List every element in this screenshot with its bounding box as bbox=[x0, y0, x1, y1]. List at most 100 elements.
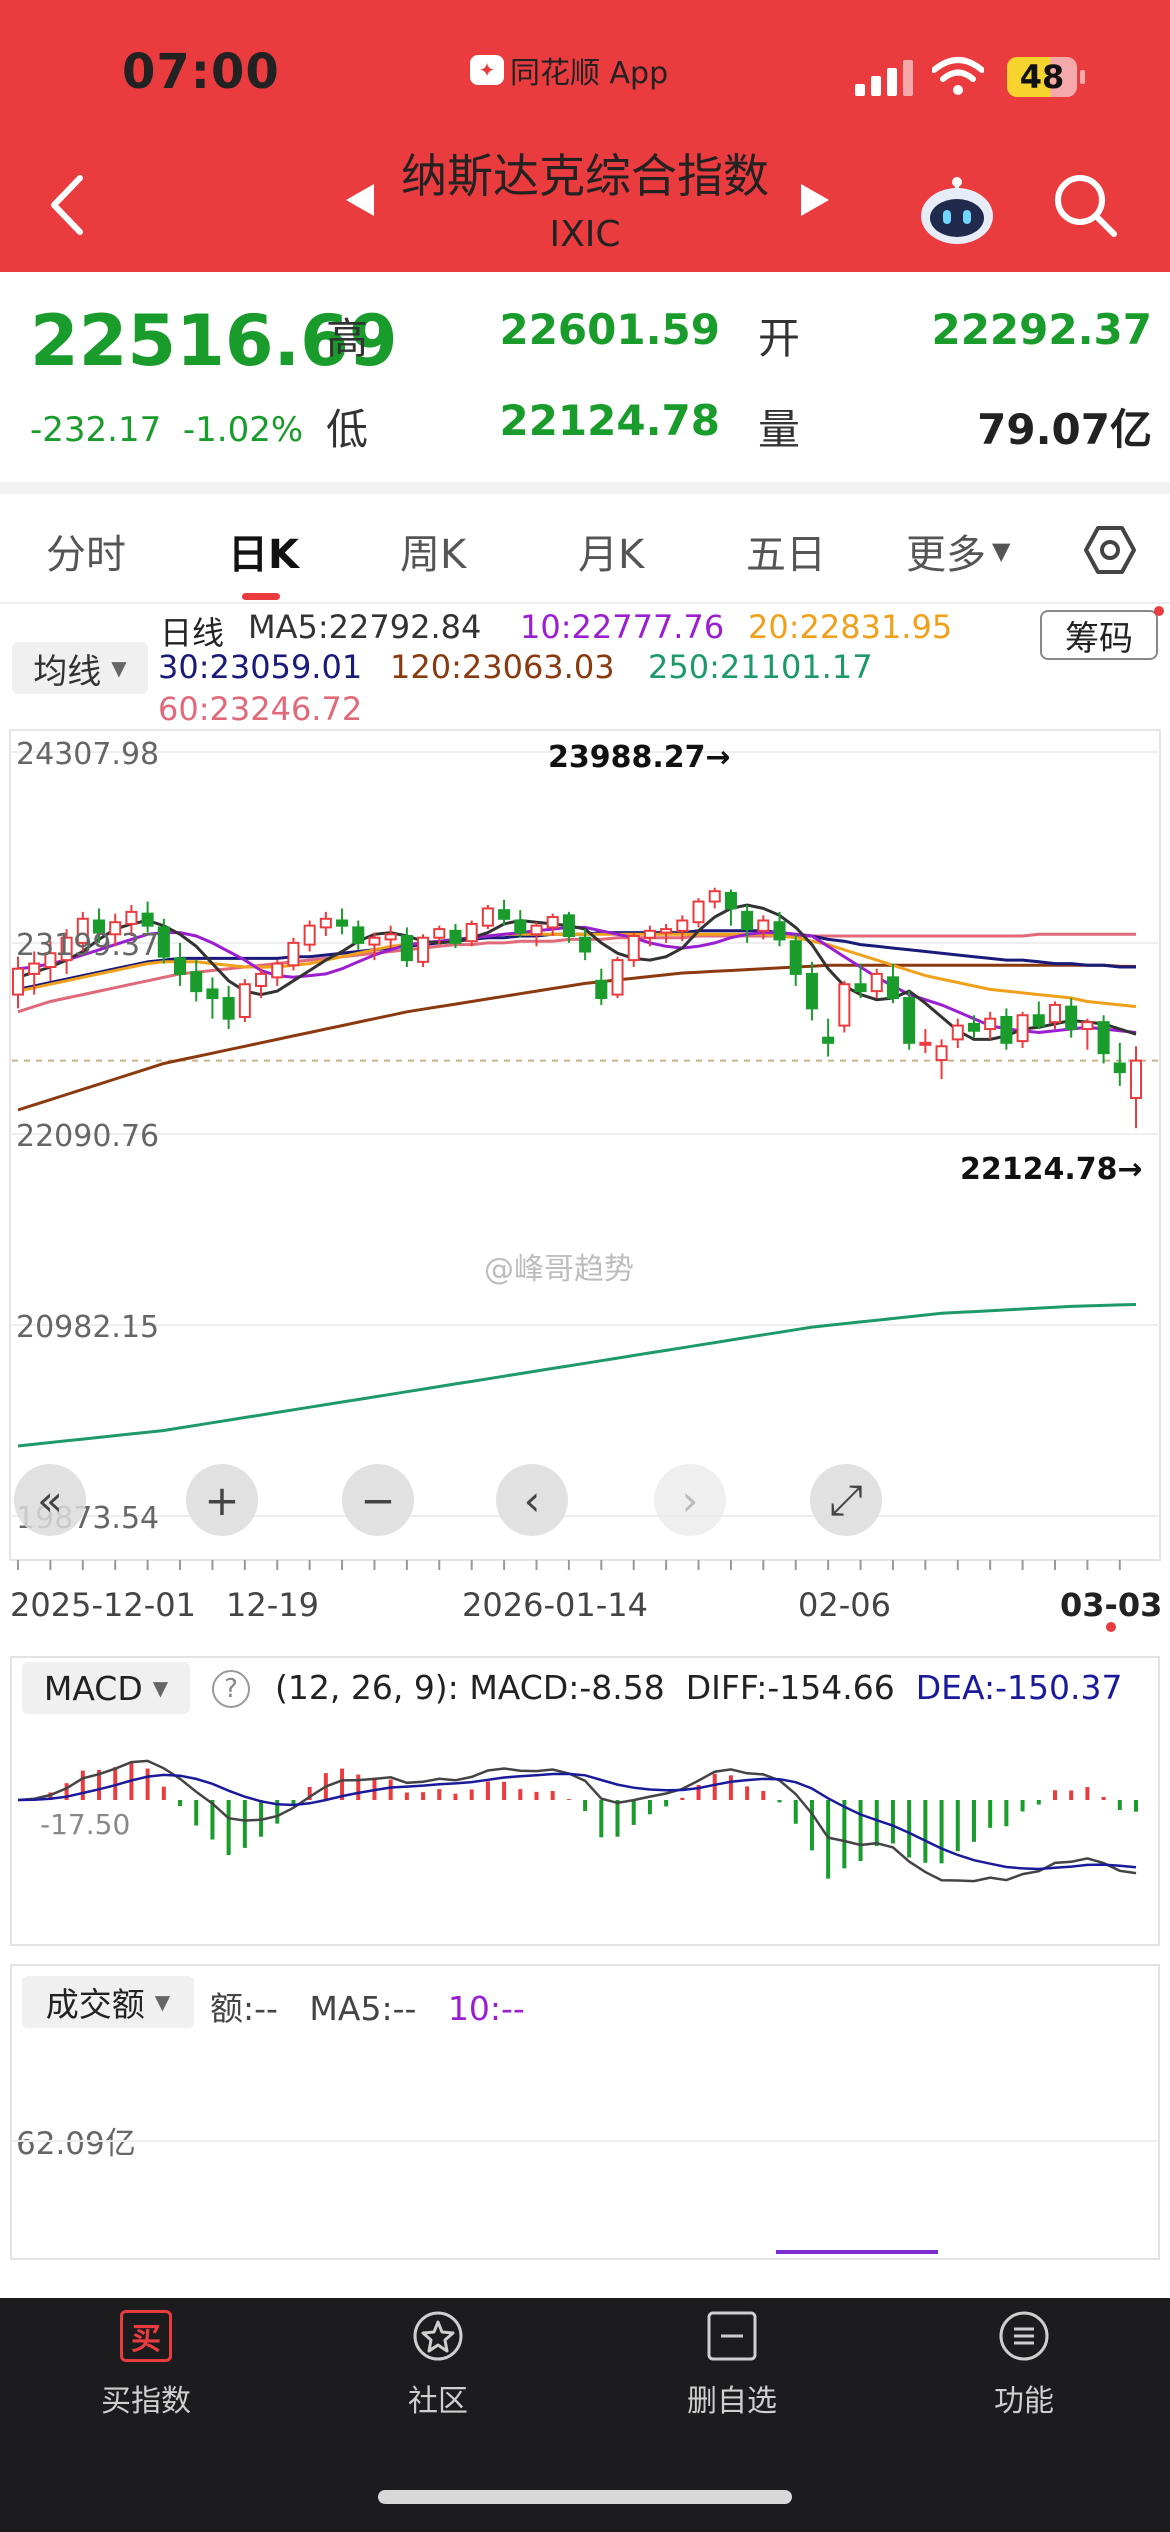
candle bbox=[352, 920, 365, 950]
search-icon[interactable] bbox=[1050, 170, 1120, 240]
candle-body bbox=[222, 997, 235, 1020]
candle-body bbox=[433, 928, 446, 939]
candle bbox=[660, 923, 673, 943]
ai-robot-icon[interactable] bbox=[915, 170, 1000, 250]
macd-selector[interactable]: MACD ▼ bbox=[22, 1662, 190, 1714]
x-axis-ticks bbox=[17, 1560, 1121, 1570]
candle-body bbox=[692, 900, 705, 924]
candle bbox=[1000, 1008, 1013, 1050]
candle bbox=[11, 956, 25, 1009]
candle bbox=[190, 960, 203, 1002]
candle-body bbox=[498, 909, 511, 920]
candle-body bbox=[530, 924, 543, 936]
prev-index-arrow-icon[interactable] bbox=[340, 180, 380, 220]
candles bbox=[11, 887, 1143, 1129]
minus-box-icon bbox=[707, 2311, 757, 2361]
next-index-arrow-icon[interactable] bbox=[795, 180, 835, 220]
candle-body bbox=[757, 919, 770, 932]
period-tabs bbox=[0, 494, 1170, 604]
candle bbox=[627, 932, 640, 968]
ma-selector[interactable]: 均线 ▼ bbox=[12, 642, 148, 694]
tab-five-day[interactable]: 五日 bbox=[746, 532, 826, 578]
candle-body bbox=[562, 914, 575, 937]
nav-label: 社区 bbox=[408, 2384, 468, 2419]
candle-body bbox=[1129, 1059, 1143, 1099]
amount-value: 额:-- bbox=[210, 1989, 278, 2028]
notification-dot bbox=[1154, 606, 1164, 616]
buy-index-button[interactable]: 买 买指数 bbox=[36, 2310, 256, 2420]
candle bbox=[967, 1015, 980, 1038]
page-title: 纳斯达克综合指数 bbox=[401, 149, 769, 203]
functions-button[interactable]: 功能 bbox=[914, 2310, 1134, 2420]
candle-body bbox=[903, 997, 916, 1044]
candle-body bbox=[449, 929, 462, 944]
fullscreen-button[interactable]: ⤢ bbox=[810, 1464, 882, 1536]
candle bbox=[935, 1039, 948, 1079]
diff-value: DIFF:-154.66 bbox=[685, 1668, 895, 1707]
candle-body bbox=[368, 936, 381, 946]
candle-body bbox=[919, 1041, 932, 1046]
volume-value: 79.07亿 bbox=[977, 405, 1152, 454]
tab-weekly-k[interactable]: 周K bbox=[400, 532, 467, 578]
change-value: -232.17 bbox=[30, 410, 162, 450]
candle bbox=[433, 925, 446, 945]
candle-body bbox=[1065, 1005, 1078, 1031]
tab-more-label: 更多 bbox=[906, 532, 986, 578]
candle bbox=[870, 968, 883, 999]
candle bbox=[611, 956, 624, 999]
candle bbox=[1016, 1011, 1029, 1048]
candle bbox=[546, 913, 559, 936]
high-annotation: 23988.27→ bbox=[548, 740, 731, 775]
candle-body bbox=[125, 910, 138, 925]
candle-body bbox=[92, 919, 106, 934]
tab-daily-k[interactable]: 日K bbox=[228, 532, 299, 578]
community-button[interactable]: 社区 bbox=[328, 2310, 548, 2420]
candle bbox=[92, 908, 106, 943]
tab-intraday[interactable]: 分时 bbox=[46, 532, 126, 578]
scroll-left-button[interactable]: ‹ bbox=[496, 1464, 568, 1536]
candle bbox=[919, 1029, 932, 1054]
remove-watchlist-button[interactable]: 删自选 bbox=[622, 2310, 842, 2420]
candle bbox=[238, 979, 251, 1023]
tab-more[interactable]: 更多 ▼ bbox=[906, 522, 1010, 580]
candle-body bbox=[854, 983, 867, 993]
status-time: 07:00 bbox=[122, 44, 280, 100]
candle-body bbox=[822, 1036, 835, 1044]
candle-body bbox=[870, 972, 883, 993]
tab-monthly-k[interactable]: 月K bbox=[578, 532, 645, 578]
low-value: 22124.78 bbox=[499, 396, 720, 445]
candle-body bbox=[352, 926, 365, 944]
candle bbox=[76, 911, 89, 952]
scroll-right-button[interactable]: › bbox=[654, 1464, 726, 1536]
scroll-left-fast-button[interactable]: « bbox=[14, 1464, 86, 1536]
chip-distribution-button[interactable]: 筹码 bbox=[1040, 610, 1158, 660]
candle bbox=[1081, 1018, 1094, 1050]
candle bbox=[141, 901, 154, 933]
turnover-selector[interactable]: 成交额 ▼ bbox=[22, 1976, 194, 2028]
back-chevron-icon[interactable] bbox=[40, 170, 100, 240]
turnover-selector-label: 成交额 bbox=[45, 1985, 145, 2024]
candle bbox=[28, 951, 41, 995]
candle-body bbox=[141, 912, 154, 927]
help-icon[interactable]: ? bbox=[212, 1670, 250, 1708]
candle-body bbox=[336, 919, 349, 927]
candle-body bbox=[28, 962, 41, 975]
dropdown-caret-icon: ▼ bbox=[111, 656, 127, 680]
zoom-in-button[interactable]: + bbox=[186, 1464, 258, 1536]
macd-value: MACD:-8.58 bbox=[469, 1668, 665, 1707]
candle bbox=[741, 904, 754, 943]
ma60-line bbox=[17, 932, 1136, 1014]
quote-panel bbox=[0, 272, 1170, 482]
candle-body bbox=[676, 919, 689, 932]
candle-body bbox=[1113, 1062, 1126, 1074]
nav-label: 功能 bbox=[994, 2384, 1054, 2419]
hexagon-settings-icon[interactable] bbox=[1082, 522, 1138, 578]
candle-body bbox=[951, 1024, 964, 1041]
candle bbox=[805, 961, 818, 1021]
latest-marker bbox=[1106, 1622, 1116, 1632]
candle bbox=[757, 915, 770, 940]
candle-body bbox=[303, 924, 316, 946]
app-logo-icon: ✦ bbox=[470, 55, 504, 85]
ma-period: 日线 bbox=[160, 614, 225, 652]
zoom-out-button[interactable]: − bbox=[342, 1464, 414, 1536]
